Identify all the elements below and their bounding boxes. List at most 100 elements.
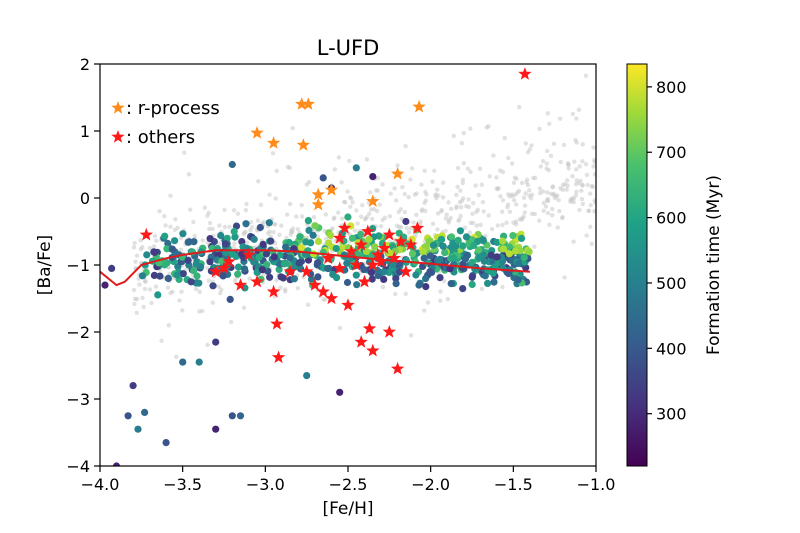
x-tick-label: −3.0: [246, 475, 285, 494]
data-point: [474, 246, 483, 254]
background-point: [476, 192, 481, 198]
background-point: [465, 166, 471, 171]
y-tick-label: −1: [66, 256, 90, 275]
background-point: [340, 216, 345, 221]
background-point: [404, 226, 409, 231]
background-point: [163, 223, 168, 228]
background-point: [461, 196, 466, 201]
background-point: [571, 239, 576, 244]
background-point: [579, 188, 584, 193]
background-point: [547, 121, 552, 127]
other-star: [300, 264, 314, 278]
background-point: [495, 223, 500, 228]
background-point: [134, 253, 140, 258]
background-point: [510, 161, 515, 166]
background-point: [545, 210, 551, 216]
background-point: [462, 225, 468, 230]
background-point: [588, 224, 593, 229]
data-point: [385, 268, 393, 276]
data-point: [255, 253, 263, 261]
background-point: [471, 200, 476, 206]
x-tick-label: −4.0: [81, 475, 120, 494]
outlier-point: [112, 462, 121, 466]
background-point: [545, 111, 550, 116]
data-point: [232, 252, 240, 260]
background-point: [519, 180, 525, 186]
data-point: [190, 238, 198, 246]
data-point: [190, 266, 198, 275]
data-point: [164, 274, 172, 282]
data-point: [295, 259, 303, 267]
data-point: [462, 233, 471, 241]
data-point: [371, 243, 379, 251]
background-point: [551, 141, 557, 146]
data-point: [459, 285, 467, 293]
legend-label-r-process: : r-process: [126, 98, 220, 119]
data-point: [250, 235, 258, 243]
background-point: [468, 169, 473, 175]
background-point: [560, 187, 565, 192]
background-point: [283, 287, 288, 292]
data-point: [386, 249, 394, 257]
background-point: [138, 247, 144, 252]
x-axis-ticks: −4.0 −3.5 −3.0 −2.5 −2.0 −1.5 −1.0: [81, 466, 615, 494]
background-point: [531, 175, 536, 181]
data-point: [265, 219, 273, 227]
data-point: [267, 237, 275, 245]
background-point: [132, 241, 137, 246]
background-point: [423, 198, 428, 203]
background-point: [232, 241, 237, 246]
r-process-star: [412, 99, 426, 113]
background-point: [205, 342, 210, 348]
outlier-point: [212, 338, 220, 346]
data-point: [448, 233, 456, 241]
background-point: [410, 166, 415, 171]
data-point: [184, 238, 192, 246]
background-point: [449, 206, 454, 211]
background-point: [523, 141, 528, 146]
background-point: [200, 238, 205, 243]
background-point: [571, 196, 576, 201]
background-point: [295, 286, 300, 291]
other-star: [217, 261, 231, 274]
background-point: [443, 216, 449, 221]
other-star: [377, 241, 391, 254]
y-tick-label: −4: [66, 457, 90, 476]
background-point: [157, 209, 162, 214]
r-process-star: [311, 187, 325, 201]
r-process-star: [311, 197, 325, 211]
y-tick-label: 2: [80, 55, 90, 74]
y-tick-label: 1: [80, 122, 90, 141]
background-point: [502, 135, 507, 141]
y-tick-label: −2: [66, 323, 90, 342]
data-point: [499, 245, 507, 253]
background-point: [255, 218, 261, 223]
other-star: [374, 254, 388, 268]
background-point: [143, 279, 148, 284]
data-point: [422, 275, 430, 283]
background-point: [580, 142, 585, 147]
data-point: [270, 253, 278, 261]
other-star: [354, 237, 368, 251]
background-point: [178, 247, 184, 252]
background-point: [138, 238, 143, 243]
other-star: [270, 317, 284, 330]
background-point: [588, 203, 593, 208]
background-point: [364, 214, 370, 220]
other-star: [242, 247, 256, 261]
background-point: [222, 207, 227, 212]
background-point: [132, 296, 138, 301]
background-point: [295, 227, 300, 232]
background-point: [388, 191, 393, 196]
background-point: [511, 180, 517, 185]
data-point: [380, 268, 388, 276]
data-point: [333, 274, 341, 282]
data-point: [489, 269, 497, 277]
background-point: [440, 195, 446, 200]
background-point: [537, 191, 543, 196]
background-point: [474, 223, 479, 228]
background-point: [538, 164, 543, 169]
background-point: [550, 213, 555, 218]
background-point: [370, 216, 375, 222]
r-process-star: [324, 183, 339, 196]
